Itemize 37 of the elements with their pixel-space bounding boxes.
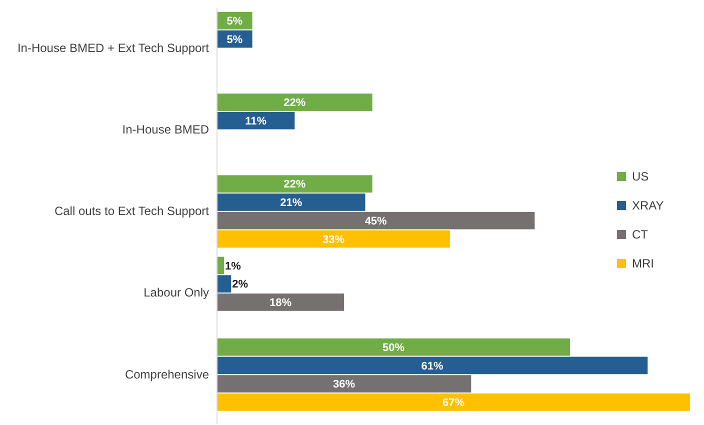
y-tick-label: Call outs to Ext Tech Support	[54, 204, 210, 218]
data-label: 67%	[442, 397, 465, 410]
bar	[217, 175, 372, 193]
legend-label: XRAY	[632, 198, 664, 213]
data-label: 11%	[245, 115, 267, 128]
y-tick-label: In-House BMED	[122, 122, 210, 137]
bar	[217, 294, 344, 311]
legend-label: MRI	[632, 256, 654, 271]
y-tick-label: Labour Only	[144, 286, 209, 300]
bar	[217, 356, 648, 374]
bar	[217, 212, 535, 230]
data-label: 5%	[226, 34, 243, 46]
data-label: 18%	[270, 297, 292, 310]
data-label: 22%	[284, 178, 306, 191]
bar	[217, 275, 232, 293]
y-tick-label: Comprehensive	[124, 367, 210, 382]
bar	[217, 256, 224, 274]
bar	[217, 94, 372, 111]
data-label: 5%	[226, 16, 243, 28]
data-label: 50%	[382, 342, 405, 354]
y-tick-label: In-House BMED + Ext Tech Support	[17, 40, 210, 55]
bar	[217, 112, 295, 130]
data-label: 1%	[225, 260, 242, 272]
legend-label: US	[632, 170, 649, 184]
data-label: 61%	[421, 360, 444, 372]
bar	[217, 230, 450, 248]
legend-label: CT	[632, 228, 649, 242]
data-label: 21%	[280, 197, 302, 210]
data-label: 45%	[364, 215, 388, 228]
data-label: 2%	[232, 278, 248, 291]
bar	[217, 194, 366, 211]
data-label: 22%	[284, 97, 306, 110]
bar	[217, 338, 570, 356]
bar	[217, 375, 472, 392]
data-label: 33%	[322, 234, 345, 246]
data-label: 36%	[333, 378, 356, 391]
bar	[217, 393, 690, 411]
